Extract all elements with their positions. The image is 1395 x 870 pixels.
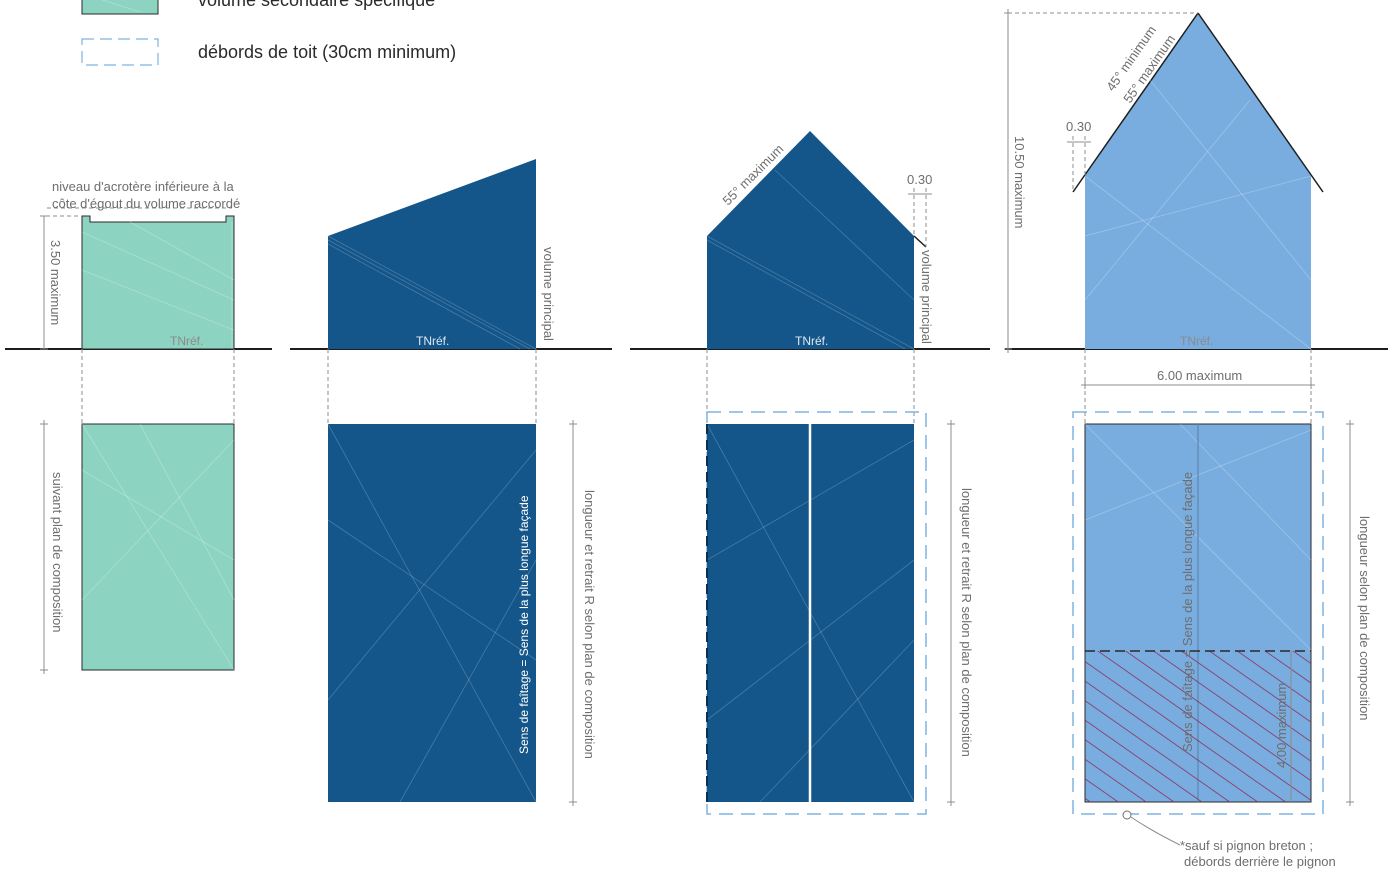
fig1-plan-label: suivant plan de composition (50, 472, 65, 632)
fig4-plan-line (1179, 423, 1312, 561)
fig4-ridge-label: Sens de faîtage = Sens de la plus longue… (1180, 472, 1195, 752)
fig4-roof-right (1197, 12, 1324, 193)
fig2-ridge-label: Sens de faîtage = Sens de la plus longue… (517, 495, 531, 754)
fig4-construction-line (1084, 175, 1312, 350)
legend-overhang-swatch (81, 38, 159, 66)
fig3-overhang-label: 0.30 (907, 172, 932, 187)
fig4-footnote-line2: débords derrière le pignon (1184, 854, 1336, 869)
fig3-tn-label: TNréf. (795, 334, 828, 348)
fig1-plan-line (81, 469, 235, 561)
fig3-length-label: longueur et retrait R selon plan de comp… (959, 488, 974, 757)
fig1-elevation (81, 215, 235, 350)
legend-secondary-label: volume secondaire spécifique (198, 0, 435, 10)
fig1-construction-line (81, 231, 235, 301)
fig2-elevation (328, 159, 536, 349)
fig4-construction-line (1084, 175, 1312, 237)
fig1-plan-line (81, 439, 235, 601)
fig4-overhang-outline (1072, 411, 1324, 815)
fig4-construction-line (1149, 79, 1312, 281)
fig4-construction-line (1084, 99, 1251, 301)
fig1-height-label: 3.50 maximum (48, 240, 63, 325)
legend-swatch-line (101, 0, 141, 13)
fig4-footnote-line1: *sauf si pignon breton ; (1180, 838, 1313, 853)
fig4-length-label: longueur selon plan de composition (1357, 516, 1372, 721)
fig1-plan (81, 423, 235, 671)
fig3-elevation (707, 131, 914, 349)
figure-2-shed: TNréf. volume principal Sens de faîtage … (327, 159, 597, 806)
fig4-roof-left (1072, 12, 1199, 193)
fig2-plan-line (327, 519, 537, 661)
figure-1-secondary: niveau d'acrotère inférieure à la côte d… (40, 179, 240, 674)
fig4-width-label: 6.00 maximum (1157, 368, 1242, 383)
fig3-construction-line (706, 235, 915, 350)
fig4-footnote-marker (1122, 810, 1132, 820)
legend-overhang-label: débords de toit (30cm minimum) (198, 42, 456, 62)
fig4-overhang-label: 0.30 (1066, 119, 1091, 134)
fig2-plan (328, 424, 536, 802)
fig3-construction-line (706, 239, 906, 350)
fig2-construction-line (327, 235, 537, 350)
fig2-plan-line (327, 423, 537, 803)
fig4-elevation (1085, 13, 1311, 349)
fig1-construction-line (81, 269, 235, 331)
fig4-footnote-leader (1130, 816, 1181, 846)
fig3-plan-line (759, 639, 915, 803)
fig1-plan-line (81, 423, 235, 671)
fig4-hatch-label: 4.00 maximum (1274, 683, 1289, 768)
fig1-note-line2: côte d'égout du volume raccordé (52, 196, 240, 211)
fig3-overhang-edge (913, 235, 927, 248)
fig1-plan-line (139, 423, 235, 601)
fig2-volume-label: volume principal (541, 247, 556, 341)
figure-4-gable: 10.50 maximum 45° minimum 55° maximum 0.… (1004, 9, 1372, 869)
fig2-plan-line (399, 559, 537, 803)
fig4-height-label: 10.50 maximum (1012, 136, 1027, 228)
fig2-plan-line (327, 449, 537, 701)
fig2-length-label: longueur et retrait R selon plan de comp… (582, 490, 597, 759)
fig3-construction-line (774, 169, 915, 301)
fig4-hatch-zone (1085, 651, 1311, 802)
fig4-tn-label: TNréf. (1180, 334, 1213, 348)
fig1-construction-line (129, 221, 235, 281)
fig1-note-line1: niveau d'acrotère inférieure à la (52, 179, 234, 194)
fig2-tn-label: TNréf. (416, 334, 449, 348)
fig2-construction-line (327, 243, 521, 350)
fig2-construction-line (327, 239, 531, 350)
legend-secondary-swatch (81, 0, 159, 15)
legend: volume secondaire spécifique débords de … (81, 0, 456, 66)
figure-3-gable: 55° maximum 0.30 TNréf. volume principal… (706, 131, 974, 815)
fig1-tn-label: TNréf. (170, 334, 203, 348)
fig3-volume-label: volume principal (919, 250, 934, 344)
